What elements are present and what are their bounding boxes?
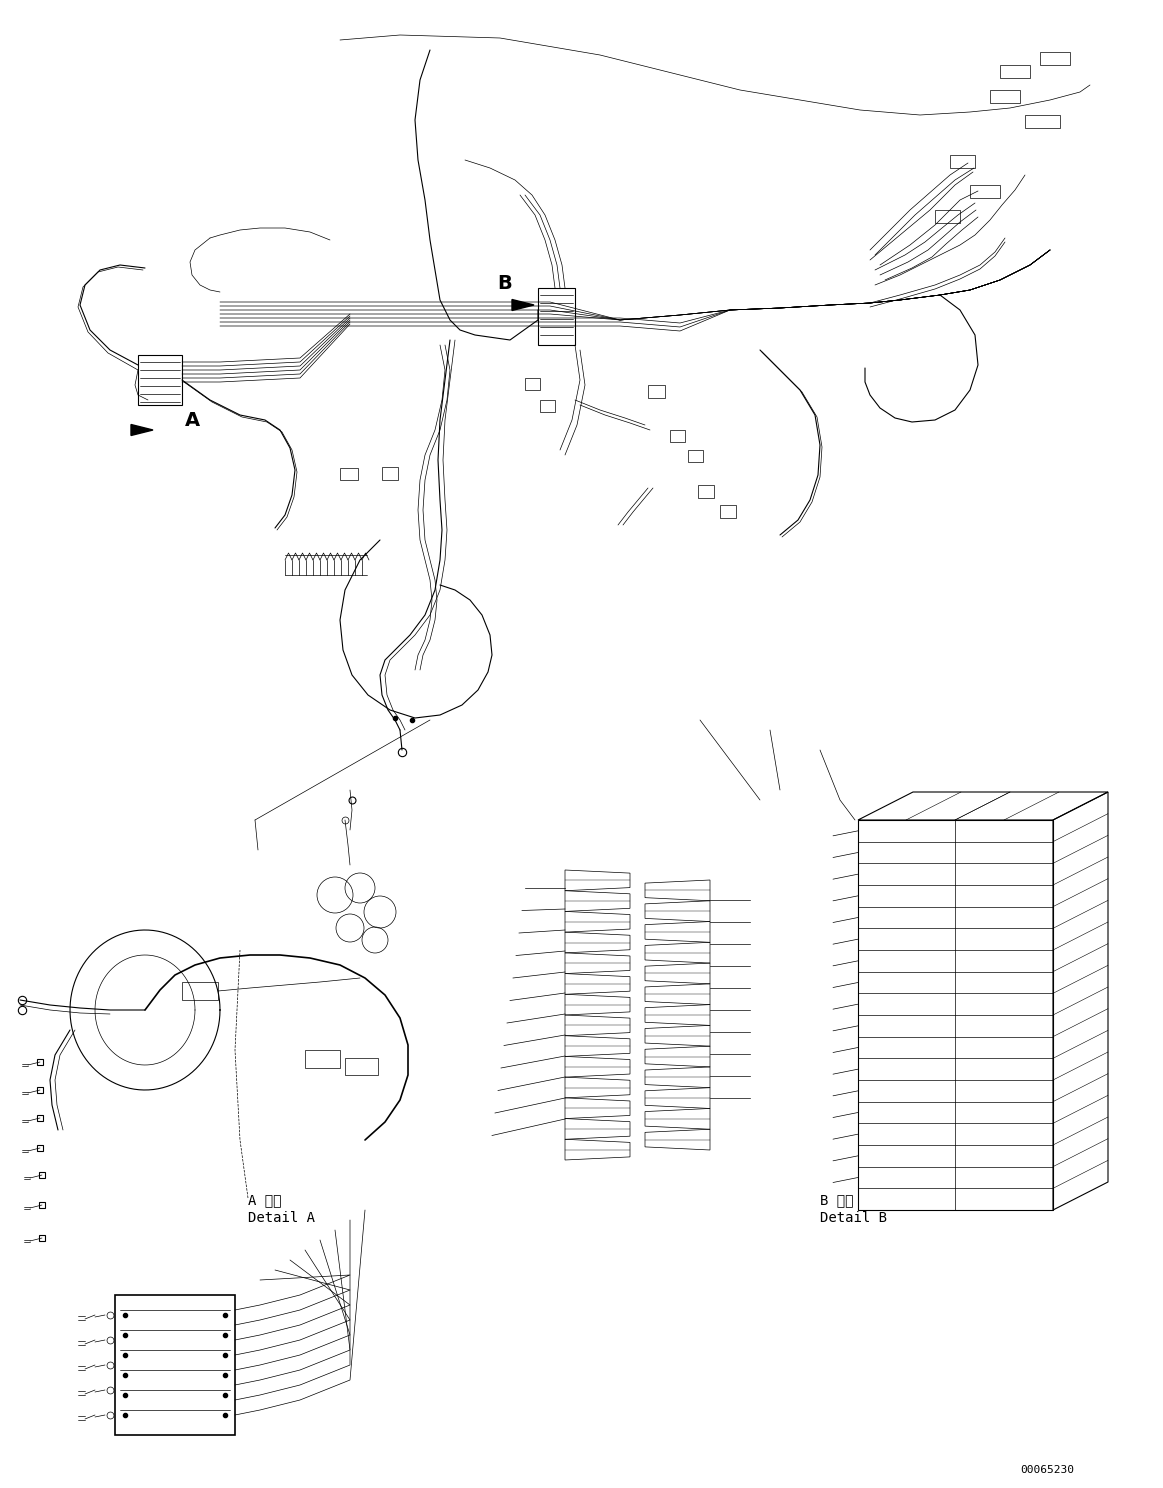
Bar xyxy=(970,185,1000,198)
Bar xyxy=(538,289,575,345)
Bar xyxy=(525,378,540,390)
Polygon shape xyxy=(512,299,534,311)
Bar xyxy=(720,504,736,518)
Bar xyxy=(670,430,685,442)
Polygon shape xyxy=(131,424,154,436)
Bar xyxy=(305,1051,340,1068)
Bar xyxy=(698,485,714,498)
Bar xyxy=(381,467,398,481)
Bar xyxy=(540,400,555,412)
Text: Detail B: Detail B xyxy=(820,1211,887,1225)
Text: B 詳細: B 詳細 xyxy=(820,1193,854,1207)
Text: A: A xyxy=(185,411,200,430)
Bar xyxy=(935,210,959,223)
Bar xyxy=(181,982,217,1000)
Text: 00065230: 00065230 xyxy=(1020,1466,1073,1475)
Bar xyxy=(950,155,975,168)
Bar xyxy=(138,356,181,405)
Bar xyxy=(345,1058,378,1074)
Bar xyxy=(990,89,1020,103)
Bar xyxy=(688,449,702,461)
Bar xyxy=(115,1295,235,1434)
Bar xyxy=(1000,65,1030,77)
Text: B: B xyxy=(497,274,512,293)
Bar xyxy=(1025,115,1059,128)
Bar xyxy=(340,469,358,481)
Bar xyxy=(858,820,1053,1210)
Text: A 詳細: A 詳細 xyxy=(248,1193,281,1207)
Text: Detail A: Detail A xyxy=(248,1211,315,1225)
Bar xyxy=(1040,52,1070,65)
Bar xyxy=(648,385,665,397)
